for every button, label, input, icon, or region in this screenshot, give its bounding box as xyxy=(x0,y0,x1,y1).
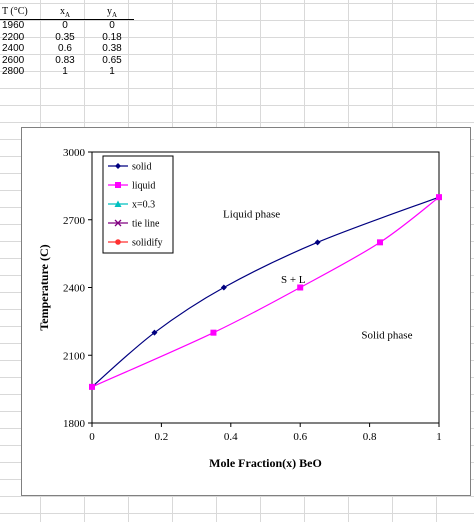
table-cell[interactable]: 0.18 xyxy=(102,31,122,43)
data-point-liquid xyxy=(89,383,95,390)
x-tick-label: 0.6 xyxy=(293,431,307,443)
table-row: 1960 0 0 xyxy=(0,20,134,32)
legend-marker xyxy=(115,239,121,245)
legend-label: solidify xyxy=(132,238,163,249)
table-cell[interactable]: 0.83 xyxy=(55,54,75,66)
table-row: 2600 0.83 0.65 xyxy=(0,55,134,67)
series-line-solid xyxy=(91,196,440,388)
x-tick-label: 0.4 xyxy=(224,431,238,443)
data-point-liquid xyxy=(210,329,217,336)
legend-label: x=0.3 xyxy=(132,200,155,211)
data-point-solid xyxy=(220,284,227,291)
x-tick-label: 0.2 xyxy=(155,431,169,443)
x-tick-label: 0 xyxy=(89,431,95,443)
y-axis-title: Temperature (C) xyxy=(37,244,51,330)
table-cell[interactable]: 0.65 xyxy=(102,54,122,66)
data-table: T (°C) xA yA 1960 0 0 2200 0.35 0.18 240… xyxy=(0,6,134,78)
region-label: Solid phase xyxy=(361,329,412,341)
series-line-liquid xyxy=(91,196,440,388)
table-header-row: T (°C) xA yA xyxy=(0,6,134,20)
y-tick-label: 2100 xyxy=(63,350,86,362)
table-row: 2800 1 1 xyxy=(0,66,134,78)
table-cell[interactable]: 2200 xyxy=(2,31,25,43)
data-point-solid xyxy=(151,329,158,336)
legend-marker xyxy=(114,200,122,207)
legend-label: tie line xyxy=(132,219,160,230)
header-xa[interactable]: xA xyxy=(59,6,71,19)
legend-marker xyxy=(115,182,121,188)
table-cell[interactable]: 0.38 xyxy=(102,43,122,54)
table-cell[interactable]: 0 xyxy=(62,20,68,31)
region-label: Liquid phase xyxy=(223,208,280,220)
data-point-liquid xyxy=(377,239,384,246)
table-row: 2400 0.6 0.38 xyxy=(0,43,134,55)
table-cell[interactable]: 2400 xyxy=(2,43,25,54)
legend-marker xyxy=(115,163,121,169)
table-cell[interactable]: 1960 xyxy=(2,20,25,31)
legend-label: solid xyxy=(132,162,151,173)
table-row: 2200 0.35 0.18 xyxy=(0,32,134,44)
table-cell[interactable]: 1 xyxy=(62,66,68,77)
phase-diagram-chart: 1800 2100 2400 2700 3000 0 0.2 0.4 0.6 0.8 1 Mole F… xyxy=(37,147,442,470)
table-cell[interactable]: 0 xyxy=(109,20,115,31)
region-label: S + L xyxy=(281,274,306,286)
legend-label: liquid xyxy=(132,181,155,192)
table-cell[interactable]: 2800 xyxy=(2,66,25,77)
table-cell[interactable]: 2600 xyxy=(2,54,25,66)
x-axis-title: Mole Fraction(x) BeO xyxy=(209,456,322,470)
table-cell[interactable]: 0.6 xyxy=(58,43,72,54)
y-tick-label: 2400 xyxy=(63,283,86,295)
y-tick-label: 3000 xyxy=(63,147,86,159)
y-tick-label: 2700 xyxy=(63,215,86,227)
header-temperature[interactable]: T (°C) xyxy=(2,6,28,17)
y-tick-label: 1800 xyxy=(63,418,86,430)
data-point-liquid xyxy=(297,284,304,291)
data-point-solid xyxy=(314,239,321,246)
legend-marker xyxy=(114,219,122,227)
table-cell[interactable]: 1 xyxy=(109,66,115,77)
header-ya[interactable]: yA xyxy=(106,6,118,19)
x-tick-label: 1 xyxy=(436,431,442,443)
data-point-liquid xyxy=(436,194,442,201)
chart-object[interactable]: 1800 2100 2400 2700 3000 0 0.2 0.4 0.6 0.8 1 Mole F… xyxy=(21,127,471,496)
x-tick-label: 0.8 xyxy=(363,431,377,443)
table-cell[interactable]: 0.35 xyxy=(55,31,75,43)
